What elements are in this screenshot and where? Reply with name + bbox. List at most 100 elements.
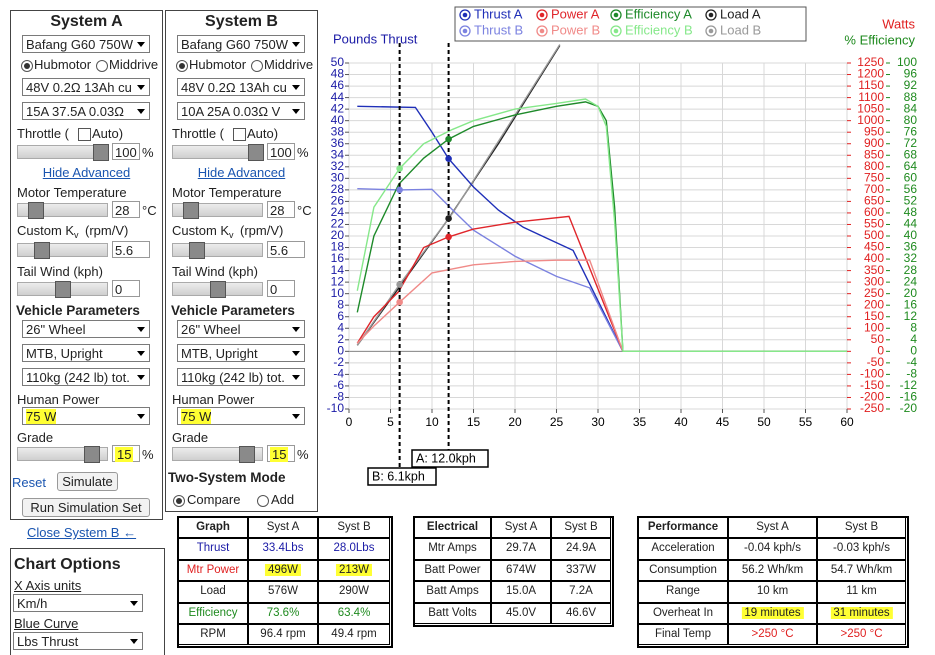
input-value: 5.6	[115, 243, 134, 258]
table-cell: 7.2A	[551, 581, 611, 603]
slider[interactable]	[172, 446, 263, 463]
table-cell: 28.0Lbs	[318, 538, 390, 560]
y2-tick-label: 1150	[858, 78, 884, 92]
label: (rpm/V)	[240, 223, 284, 238]
series-line	[356, 101, 847, 352]
checkbox[interactable]	[233, 128, 246, 141]
radio[interactable]	[21, 60, 33, 72]
y3-tick-label: 96	[904, 67, 918, 81]
slider[interactable]	[17, 144, 109, 161]
text-input[interactable]: 28	[112, 201, 140, 218]
text-input[interactable]: 100	[112, 143, 140, 160]
y3-tick-label: 60	[904, 171, 918, 185]
link[interactable]: Close System B ←	[27, 525, 137, 540]
button[interactable]: Simulate	[57, 472, 118, 491]
radio[interactable]	[257, 495, 269, 507]
radio[interactable]	[96, 60, 108, 72]
radio[interactable]	[251, 60, 263, 72]
radio[interactable]	[173, 495, 185, 507]
dropdown-value: MTB, Upright	[26, 346, 103, 361]
link[interactable]: Reset	[12, 475, 46, 490]
label: Custom K	[172, 223, 230, 238]
link[interactable]: Hide Advanced	[197, 165, 286, 180]
options-title: Chart Options	[14, 556, 121, 573]
dropdown[interactable]: 75 W	[177, 407, 305, 425]
dropdown[interactable]: MTB, Upright	[177, 344, 305, 362]
table-cell: 24.9A	[551, 538, 611, 560]
text-input[interactable]: 15	[112, 445, 140, 462]
label: %	[297, 145, 309, 160]
dropdown[interactable]: 110kg (242 lb) tot.	[177, 368, 305, 386]
slider[interactable]	[17, 281, 108, 298]
label: Add	[271, 492, 295, 507]
y3-tick-label: 32	[904, 251, 918, 265]
dropdown[interactable]: 26" Wheel	[177, 320, 305, 338]
y-tick-label: 46	[331, 78, 345, 92]
table-cell: 96.4 rpm	[248, 624, 318, 646]
dropdown[interactable]: Bafang G60 750W	[22, 35, 150, 53]
y-tick-label: 36	[331, 136, 345, 150]
dropdown[interactable]: 48V 0.2Ω 13Ah cu	[177, 78, 305, 96]
y2-tick-label: 1250	[857, 55, 884, 69]
slider[interactable]	[17, 446, 108, 463]
x-tick-label: 5	[387, 415, 394, 429]
cell-text: Batt Amps	[426, 585, 479, 598]
slider[interactable]	[17, 242, 108, 259]
label: Motor Temperature	[17, 185, 127, 200]
y3-tick-label: 88	[904, 90, 918, 104]
table-cell: 15.0A	[491, 581, 551, 603]
cell-text: Range	[666, 585, 700, 598]
text-input[interactable]: 0	[267, 280, 295, 297]
label: Auto)	[247, 126, 279, 141]
dropdown[interactable]: 48V 0.2Ω 13Ah cu	[22, 78, 150, 96]
text-input[interactable]: 0	[112, 280, 140, 297]
checkbox[interactable]	[78, 128, 91, 141]
dropdown[interactable]: 75 W	[22, 407, 150, 425]
cell-text: 33.4Lbs	[262, 542, 304, 555]
slider[interactable]	[172, 242, 263, 259]
y-tick-label: 6	[337, 309, 344, 323]
x-tick-label: 55	[799, 415, 813, 429]
legend-box	[454, 6, 807, 42]
table-cell: Batt Power	[414, 559, 491, 582]
slider[interactable]	[17, 202, 108, 219]
dropdown[interactable]: MTB, Upright	[22, 344, 150, 362]
y-tick-label: 8	[337, 297, 344, 311]
slider[interactable]	[172, 281, 263, 298]
radio[interactable]	[176, 60, 188, 72]
legend-label: Thrust B	[474, 22, 523, 37]
table-cell: Efficiency	[178, 602, 248, 624]
table-cell: Mtr Amps	[414, 538, 491, 560]
dropdown-arrow	[137, 42, 145, 47]
text-input[interactable]: 5.6	[267, 241, 305, 258]
cell-text: Efficiency	[188, 606, 238, 619]
input-value: 0	[270, 282, 278, 297]
button[interactable]: Run Simulation Set	[22, 498, 150, 517]
slider[interactable]	[172, 144, 264, 161]
dropdown[interactable]: 10A 25A 0.03Ω V	[177, 102, 305, 120]
y2-tick-label: 300	[864, 274, 884, 288]
dropdown[interactable]: Km/h	[13, 594, 143, 612]
dropdown[interactable]: Bafang G60 750W	[177, 35, 305, 53]
label: Tail Wind (kph)	[17, 264, 103, 279]
panel	[165, 10, 318, 512]
legend-radio-dot	[462, 12, 468, 18]
dropdown[interactable]: 26" Wheel	[22, 320, 150, 338]
dropdown[interactable]: 15A 37.5A 0.03Ω	[22, 102, 150, 120]
text-input[interactable]: 5.6	[112, 241, 150, 258]
cell-text: Electrical	[426, 521, 479, 533]
link[interactable]: Hide Advanced	[42, 165, 131, 180]
dropdown-value: Bafang G60 750W	[26, 37, 133, 52]
text-input[interactable]: 15	[267, 445, 295, 462]
dropdown[interactable]: 110kg (242 lb) tot.	[22, 368, 150, 386]
x-tick-label: 15	[467, 415, 481, 429]
dropdown[interactable]: Lbs Thrust	[13, 632, 143, 650]
y2-tick-label: 900	[864, 136, 884, 150]
table-cell: 63.4%	[318, 602, 390, 624]
cell-text: 15.0A	[505, 585, 537, 598]
cell-text: Syst A	[504, 521, 538, 533]
text-input[interactable]: 28	[267, 201, 295, 218]
slider[interactable]	[172, 202, 263, 219]
text-input[interactable]: 100	[267, 143, 295, 160]
cell-text: Performance	[647, 521, 719, 533]
